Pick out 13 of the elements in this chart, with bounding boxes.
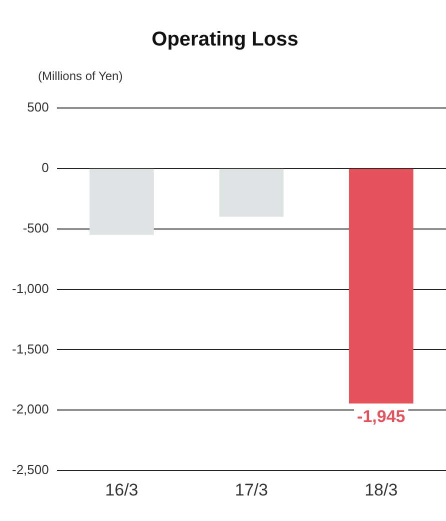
y-tick-label: -1,000 <box>12 280 49 296</box>
y-axis-title: (Millions of Yen) <box>38 69 123 83</box>
y-tick-label: -2,500 <box>12 462 49 478</box>
data-label: -1,945 <box>357 407 406 426</box>
y-tick-label: -1,500 <box>12 341 49 356</box>
y-tick-label: -2,000 <box>12 402 49 417</box>
y-tick-label: -500 <box>22 220 49 236</box>
chart-title: Operating Loss <box>152 28 298 51</box>
x-tick-label: 17/3 <box>234 480 268 500</box>
y-tick-label: 0 <box>42 160 49 176</box>
x-tick-label: 18/3 <box>364 480 398 500</box>
y-tick-label: 500 <box>27 100 49 115</box>
x-tick-label: 16/3 <box>105 480 138 500</box>
